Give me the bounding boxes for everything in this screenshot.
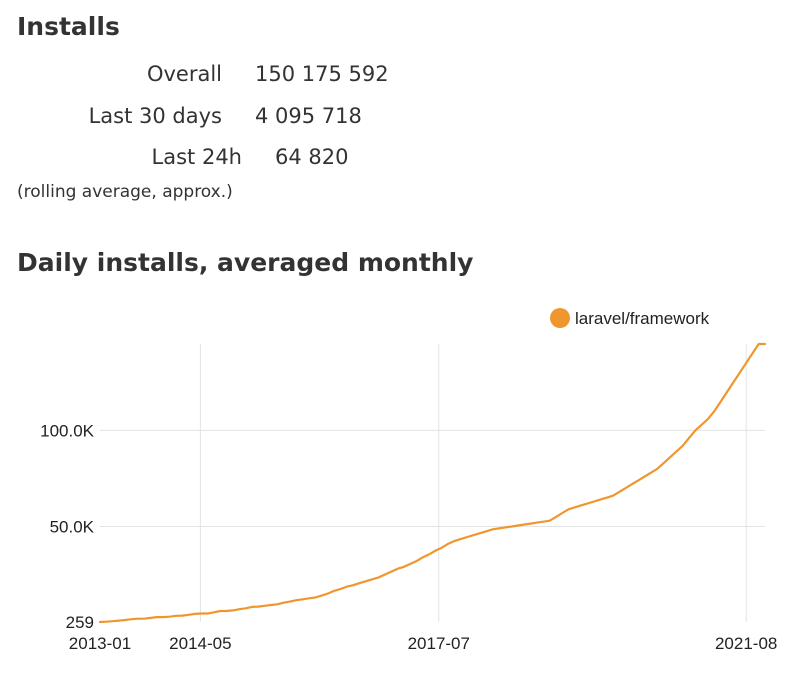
stat-value-overall: 150 175 592 bbox=[255, 62, 389, 86]
legend-marker bbox=[550, 308, 570, 328]
stat-value-last-30-days: 4 095 718 bbox=[255, 104, 362, 128]
y-tick-label: 259 bbox=[66, 613, 94, 632]
grid-layer bbox=[100, 344, 765, 622]
rolling-average-note: (rolling average, approx.) bbox=[17, 182, 233, 202]
line-layer bbox=[98, 342, 767, 624]
y-tick-label: 100.0K bbox=[40, 421, 95, 440]
x-tick-label: 2014-05 bbox=[169, 634, 231, 653]
x-tick-label: 2017-07 bbox=[408, 634, 470, 653]
stat-label-overall: Overall bbox=[146, 62, 222, 86]
legend[interactable]: laravel/framework bbox=[550, 308, 710, 328]
legend-label: laravel/framework bbox=[575, 309, 710, 328]
stat-label-last-24h: Last 24h bbox=[151, 145, 242, 169]
daily-installs-chart: 259 50.0K 100.0K 2013-01 2014-05 2017-07 2021-… bbox=[40, 308, 777, 653]
y-tick-label: 50.0K bbox=[50, 517, 95, 536]
installs-title: Installs bbox=[17, 12, 120, 41]
x-tick-label: 2013-01 bbox=[69, 634, 131, 653]
x-tick-label: 2021-08 bbox=[715, 634, 777, 653]
axis-layer: 259 50.0K 100.0K 2013-01 2014-05 2017-07 2021-… bbox=[40, 421, 777, 653]
chart-title: Daily installs, averaged monthly bbox=[17, 248, 474, 277]
series-line-laravel-framework bbox=[98, 342, 767, 624]
stat-label-last-30-days: Last 30 days bbox=[88, 104, 222, 128]
stat-value-last-24h: 64 820 bbox=[275, 145, 349, 169]
